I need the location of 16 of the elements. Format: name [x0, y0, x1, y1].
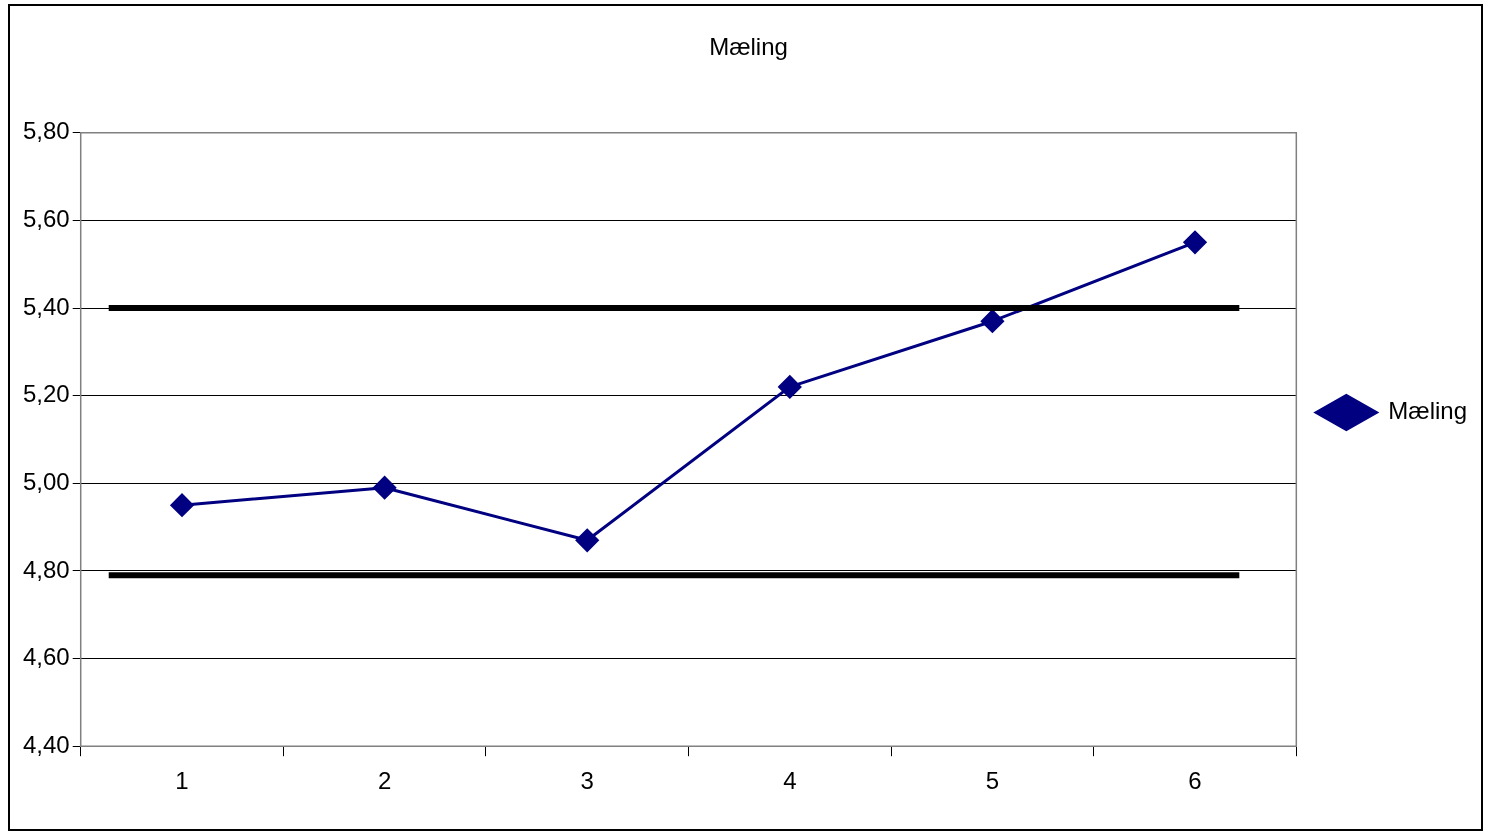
- x-tick-label: 6: [1188, 767, 1202, 795]
- y-tick-label: 4,40: [22, 730, 70, 758]
- y-tick-label: 5,60: [22, 205, 70, 233]
- y-tick-label: 5,00: [22, 467, 70, 495]
- x-tick-label: 2: [377, 767, 392, 795]
- x-tick-label: 5: [985, 767, 1000, 795]
- legend-label: Mæling: [1388, 397, 1468, 425]
- y-tick-label: 4,60: [22, 643, 70, 671]
- y-tick-label: 4,80: [22, 555, 70, 583]
- x-tick-label: 1: [175, 767, 189, 795]
- chart-title: Mæling: [709, 33, 788, 61]
- y-tick-label: 5,20: [22, 380, 70, 408]
- x-tick-label: 4: [783, 767, 797, 795]
- y-tick-label: 5,40: [22, 292, 70, 320]
- x-tick-label: 3: [580, 767, 594, 795]
- y-tick-label: 5,80: [22, 117, 70, 145]
